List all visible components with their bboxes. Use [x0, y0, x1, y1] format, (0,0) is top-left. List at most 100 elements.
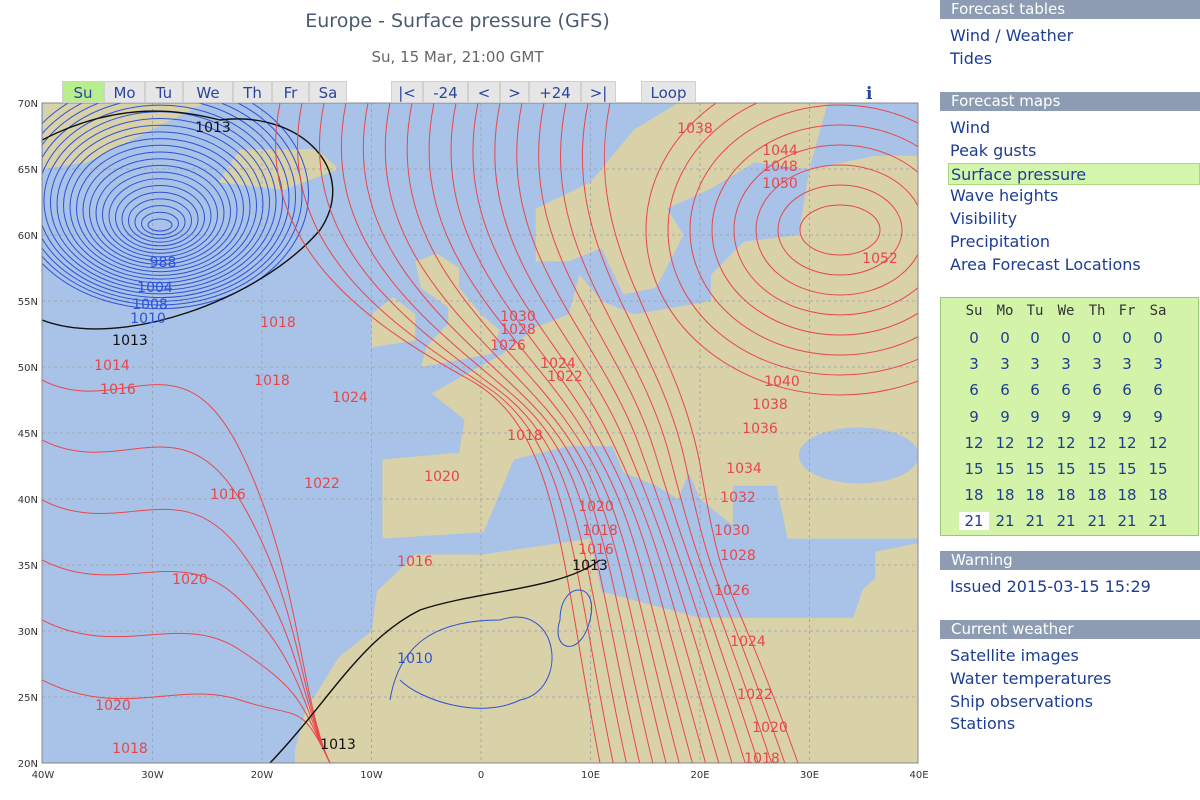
calendar-hour[interactable]: 6 — [969, 381, 979, 400]
isobar — [297, 103, 614, 763]
warning-text: Issued 2015-03-15 15:29 — [950, 577, 1151, 596]
contour-label: 1016 — [100, 382, 136, 398]
calendar-hour[interactable]: 6 — [1000, 381, 1010, 400]
calendar-hour[interactable]: 18 — [1117, 486, 1137, 505]
sidebar-link[interactable]: Precipitation — [950, 232, 1051, 251]
calendar-hour[interactable]: 12 — [1025, 433, 1045, 452]
calendar-hour[interactable]: 21 — [995, 512, 1015, 531]
calendar-hour[interactable]: 12 — [964, 433, 984, 452]
day-button[interactable]: Th — [233, 81, 272, 103]
calendar-hour[interactable]: 9 — [1122, 407, 1132, 426]
sidebar-link[interactable]: Stations — [950, 714, 1016, 734]
calendar-hour[interactable]: 3 — [969, 355, 979, 374]
day-button[interactable]: Tu — [145, 81, 183, 103]
step-button[interactable]: -24 — [423, 81, 468, 103]
calendar-hour[interactable]: 6 — [1092, 381, 1102, 400]
sidebar-link[interactable]: Wave heights — [950, 186, 1059, 206]
step-button[interactable]: >| — [581, 81, 616, 103]
calendar-hour[interactable]: 6 — [1030, 381, 1040, 400]
calendar-hour[interactable]: 15 — [1025, 460, 1045, 478]
sidebar-link[interactable]: Visibility — [950, 209, 1018, 229]
calendar-hour[interactable]: 0 — [1153, 329, 1163, 347]
calendar-hour[interactable]: 18 — [964, 486, 984, 505]
calendar-hour[interactable]: 21 — [1148, 512, 1168, 531]
calendar-hour[interactable]: 3 — [1000, 355, 1010, 374]
calendar-hour[interactable]: 15 — [964, 460, 984, 478]
contour-label: 1016 — [210, 487, 246, 503]
calendar-hour[interactable]: 6 — [1153, 381, 1163, 400]
step-button[interactable]: |< — [391, 81, 423, 103]
sidebar-link[interactable]: Wind — [950, 118, 991, 137]
isobar — [494, 103, 733, 763]
calendar-hour[interactable]: 0 — [1061, 329, 1071, 347]
calendar-hour[interactable]: 21 — [1025, 512, 1045, 531]
calendar-hour[interactable]: 12 — [1117, 433, 1137, 452]
contour-label: 1030 — [500, 309, 536, 325]
day-button[interactable]: Sa — [309, 81, 347, 103]
lat-label: 25N — [18, 693, 38, 704]
calendar-hour[interactable]: 0 — [1000, 329, 1010, 347]
calendar-hour[interactable]: 0 — [969, 329, 979, 347]
calendar-hour[interactable]: 15 — [1148, 460, 1168, 478]
calendar-hour[interactable]: 12 — [1056, 433, 1076, 452]
calendar-hour[interactable]: 18 — [1056, 486, 1076, 505]
contour-label: 1024 — [332, 390, 368, 406]
step-button[interactable]: > — [500, 81, 529, 103]
calendar-hour[interactable]: 3 — [1061, 355, 1071, 374]
sidebar-link[interactable]: Satellite images — [950, 646, 1079, 665]
day-button[interactable]: Su — [62, 81, 104, 103]
step-button[interactable]: +24 — [529, 81, 581, 103]
isobar — [42, 559, 331, 763]
contour-label: 1018 — [582, 523, 618, 539]
calendar-hour[interactable]: 12 — [1148, 433, 1168, 452]
isobar — [275, 103, 601, 763]
sidebar-link[interactable]: Wind / Weather — [950, 26, 1074, 45]
sidebar-link[interactable]: Peak gusts — [950, 140, 1037, 160]
sidebar-link[interactable]: Surface pressure — [948, 162, 1200, 185]
calendar-hour[interactable]: 0 — [1030, 329, 1040, 347]
info-button[interactable]: i — [866, 84, 873, 104]
sidebar-link[interactable]: Tides — [950, 48, 993, 68]
calendar-hour[interactable]: 15 — [1117, 460, 1137, 478]
calendar-hour[interactable]: 21 — [959, 512, 989, 531]
calendar-hour[interactable]: 9 — [1153, 407, 1163, 426]
isobar — [516, 103, 746, 763]
calendar-hour[interactable]: 15 — [1087, 460, 1107, 478]
calendar-hour[interactable]: 12 — [1087, 433, 1107, 452]
calendar-hour[interactable]: 12 — [995, 433, 1015, 452]
calendar-hour[interactable]: 18 — [1148, 486, 1168, 505]
calendar-hour[interactable]: 3 — [1030, 355, 1040, 374]
isobar — [42, 103, 296, 302]
calendar-hour[interactable]: 6 — [1061, 381, 1071, 400]
loop-button[interactable]: Loop — [641, 81, 696, 103]
calendar-hour[interactable]: 18 — [995, 486, 1015, 505]
calendar-hour[interactable]: 9 — [1092, 407, 1102, 426]
calendar-hour[interactable]: 21 — [1056, 512, 1076, 531]
calendar-hour[interactable]: 0 — [1122, 329, 1132, 347]
calendar-hour[interactable]: 9 — [1030, 407, 1040, 426]
calendar-hour[interactable]: 6 — [1122, 381, 1132, 400]
day-button[interactable]: We — [183, 81, 233, 103]
calendar-hour[interactable]: 15 — [1056, 460, 1076, 478]
calendar-hour[interactable]: 9 — [1061, 407, 1071, 426]
calendar-hour[interactable]: 15 — [995, 460, 1015, 478]
sidebar-link[interactable]: Area Forecast Locations — [950, 254, 1141, 274]
sidebar-link[interactable]: Water temperatures — [950, 668, 1112, 688]
calendar-hour[interactable]: 21 — [1117, 512, 1137, 531]
lon-label: 0 — [478, 770, 484, 781]
calendar-hour[interactable]: 18 — [1025, 486, 1045, 505]
day-button[interactable]: Fr — [272, 81, 309, 103]
calendar-hour[interactable]: 3 — [1153, 355, 1163, 374]
calendar-hour[interactable]: 18 — [1087, 486, 1107, 505]
calendar-hour[interactable]: 9 — [969, 407, 979, 426]
calendar-hour[interactable]: 3 — [1092, 355, 1102, 374]
calendar-hour[interactable]: 0 — [1092, 329, 1102, 347]
step-button[interactable]: < — [468, 81, 500, 103]
day-button[interactable]: Mo — [104, 81, 145, 103]
isobar — [42, 103, 290, 299]
sidebar-link[interactable]: Ship observations — [950, 691, 1093, 711]
calendar-hour[interactable]: 9 — [1000, 407, 1010, 426]
calendar-hour[interactable]: 3 — [1122, 355, 1132, 374]
calendar-hour[interactable]: 21 — [1087, 512, 1107, 531]
